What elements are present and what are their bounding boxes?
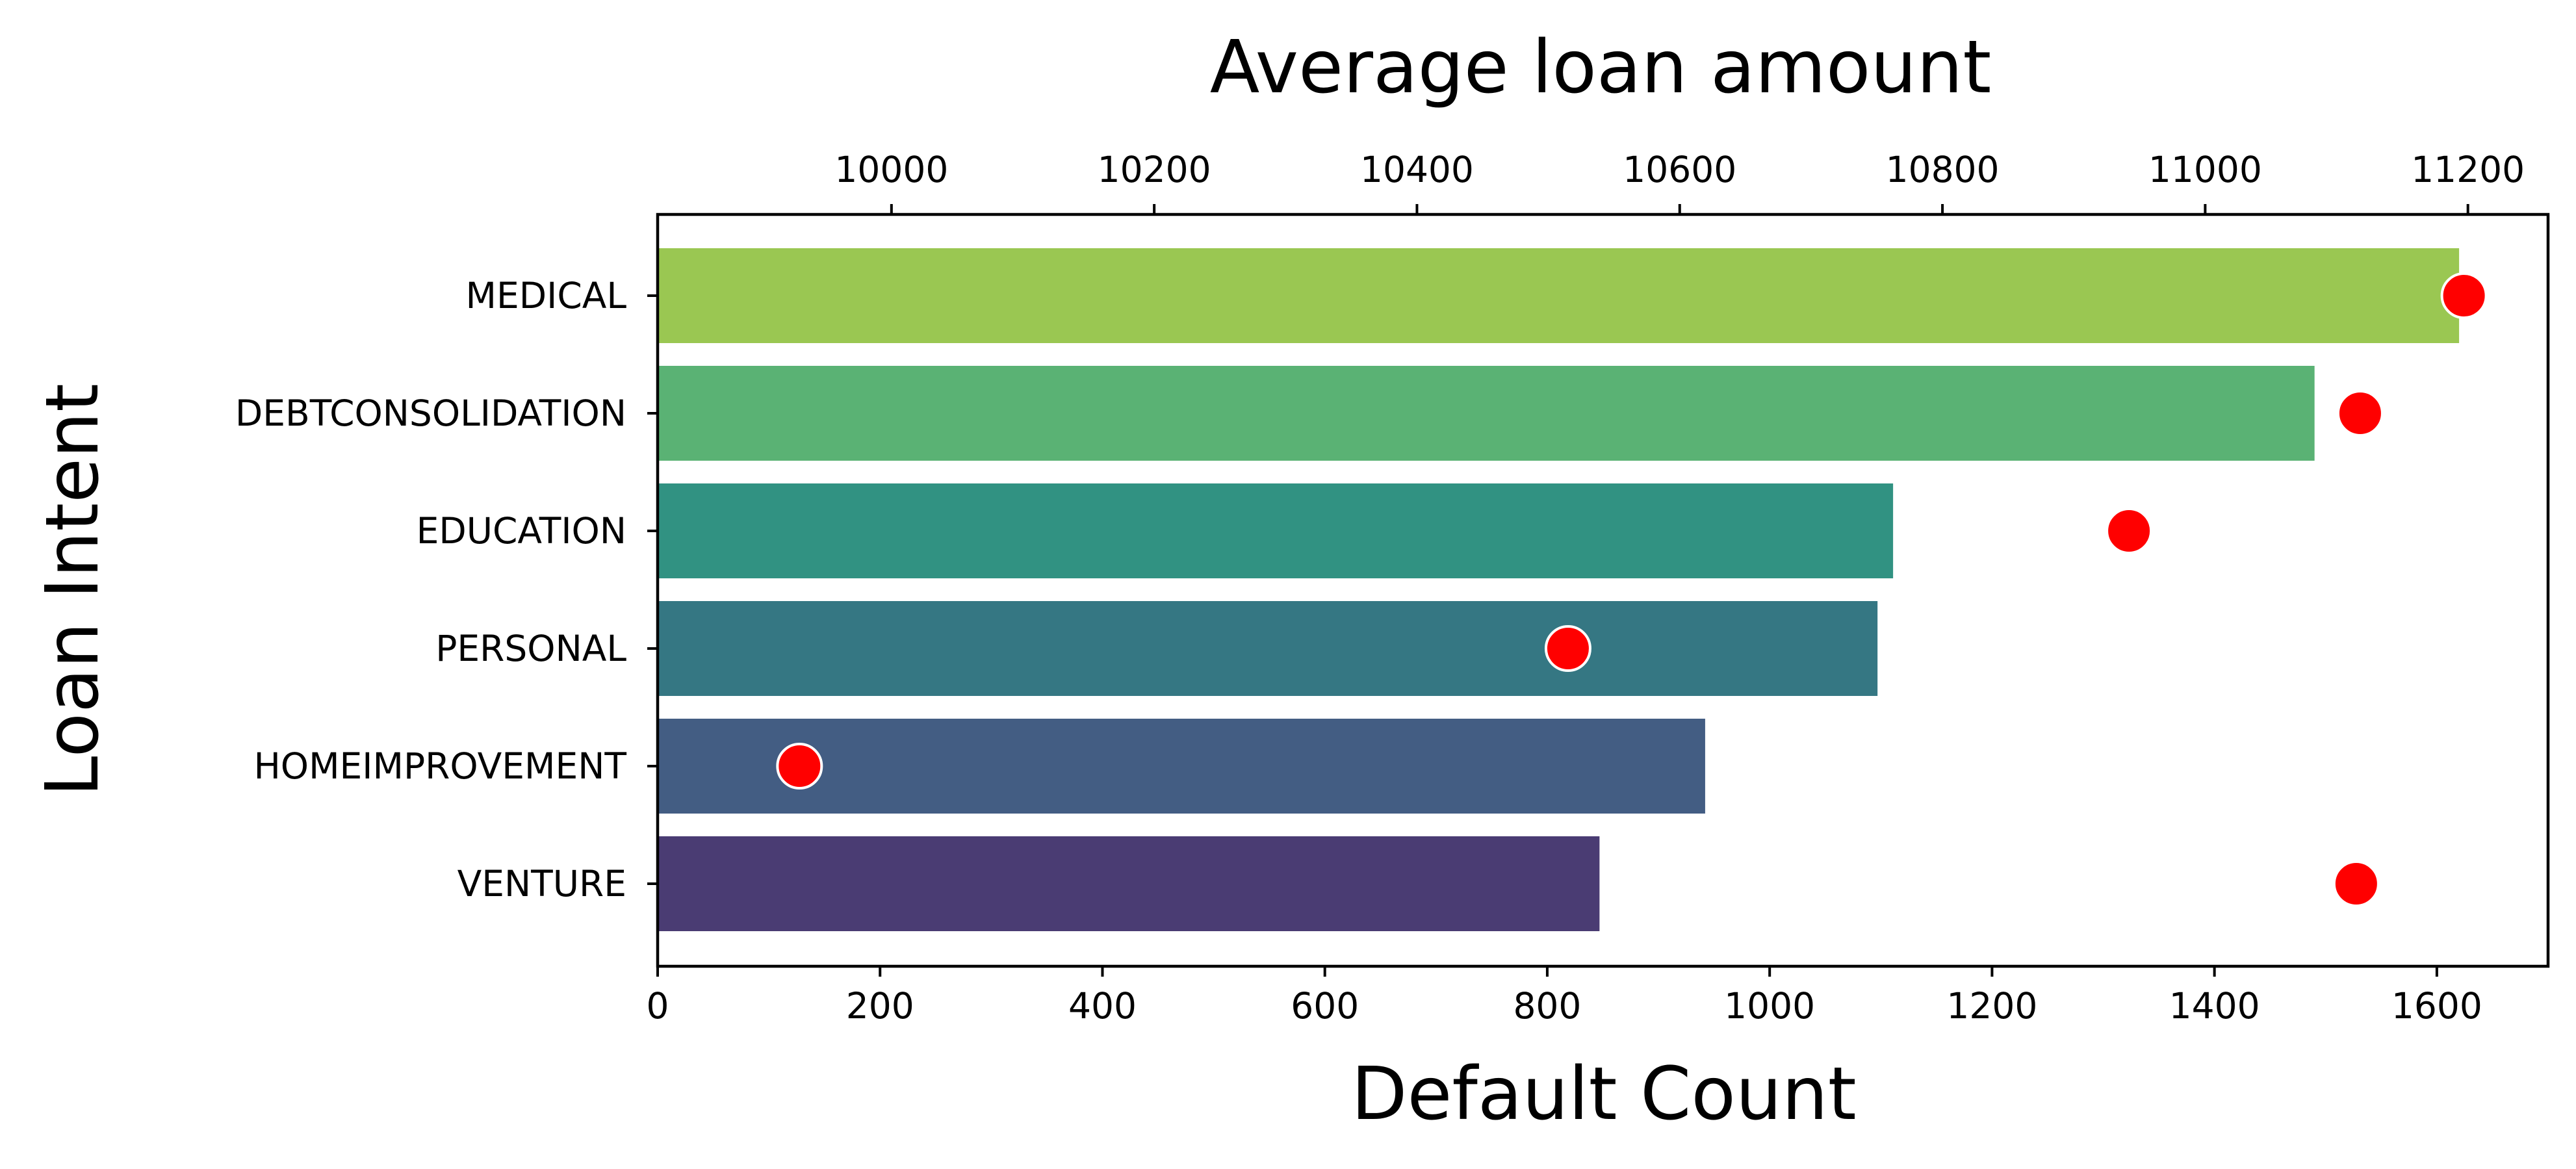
x2-tick-label: 10600	[1623, 149, 1736, 190]
x-tick-label: 1000	[1724, 985, 1815, 1027]
y-axis-title: Loan Intent	[31, 383, 115, 797]
point-education	[2106, 507, 2153, 554]
point-personal	[1544, 625, 1591, 672]
x2-tick-label: 10000	[834, 149, 948, 190]
x-tick-label: 1400	[2169, 985, 2260, 1027]
y-tick-label: DEBTCONSOLIDATION	[235, 392, 626, 434]
x2-tick-label: 11200	[2411, 149, 2525, 190]
y-tick-label: MEDICAL	[466, 275, 627, 316]
x2-tick-label: 10800	[1886, 149, 2000, 190]
x-tick-label: 1600	[2391, 985, 2482, 1027]
point-medical	[2440, 272, 2488, 319]
y-tick-label: EDUCATION	[417, 510, 626, 552]
point-venture	[2332, 860, 2380, 907]
bar-education	[658, 483, 1894, 578]
x-tick-label: 400	[1068, 985, 1137, 1027]
plot-frame	[656, 212, 2550, 968]
bar-homeimprovement	[658, 719, 1705, 814]
top-axis-title: Average loan amount	[1210, 25, 1992, 110]
bar-personal	[658, 601, 1878, 696]
y-tick-label: HOMEIMPROVEMENT	[253, 745, 626, 787]
point-debtconsolidation	[2336, 390, 2384, 437]
bottom-axis-title: Default Count	[1351, 1052, 1856, 1137]
x2-tick-label: 10200	[1098, 149, 1211, 190]
bar-medical	[658, 248, 2460, 343]
x-tick-label: 0	[647, 985, 669, 1027]
y-tick-label: PERSONAL	[435, 628, 626, 669]
x-tick-label: 800	[1513, 985, 1581, 1027]
x-tick-label: 1200	[1946, 985, 2037, 1027]
point-homeimprovement	[776, 743, 823, 790]
x2-tick-label: 10400	[1360, 149, 1474, 190]
x-tick-label: 200	[846, 985, 914, 1027]
x-tick-label: 600	[1291, 985, 1359, 1027]
bar-debtconsolidation	[658, 366, 2315, 461]
x2-tick-label: 11000	[2148, 149, 2262, 190]
y-tick-label: VENTURE	[457, 863, 626, 905]
bar-venture	[658, 836, 1600, 931]
